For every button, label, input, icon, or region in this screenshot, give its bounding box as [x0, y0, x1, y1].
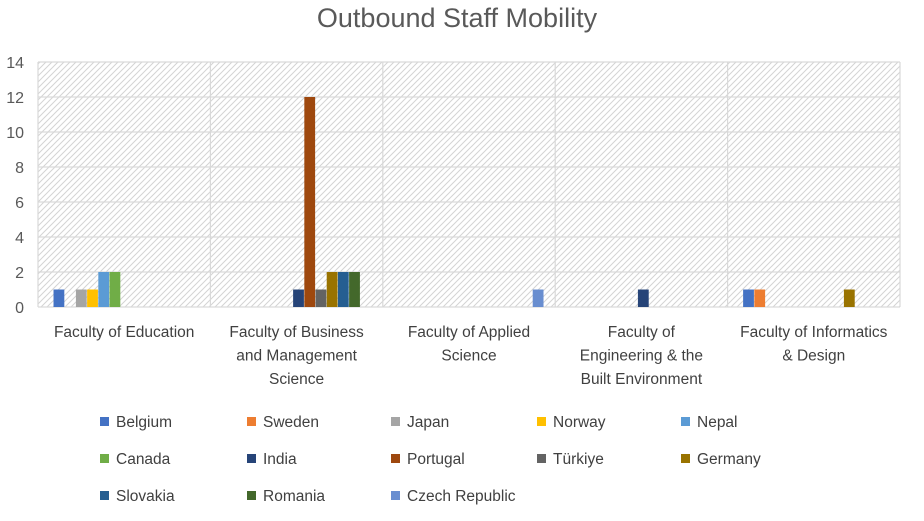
bar-norway: [87, 289, 98, 307]
legend-swatch: [100, 491, 109, 500]
legend-swatch: [247, 491, 256, 500]
legend-label: Norway: [553, 414, 606, 431]
y-tick-label: 10: [6, 125, 24, 142]
bar-slovakia: [337, 272, 349, 307]
legend-label: Sweden: [263, 414, 319, 431]
category-label: Faculty of Engineering & the Built Environ…: [580, 324, 703, 388]
y-tick-label: 14: [6, 55, 24, 72]
legend-label: Czech Republic: [407, 488, 516, 505]
legend-label: Canada: [116, 451, 171, 468]
legend-label: Japan: [407, 414, 449, 431]
legend-swatch: [537, 454, 546, 463]
bar-czech-republic: [532, 289, 544, 307]
legend-swatch: [681, 454, 690, 463]
bar-india: [637, 289, 649, 307]
category-label: Faculty of Business and Management Science: [229, 324, 364, 388]
plot-area: [38, 62, 900, 307]
bar-portugal: [304, 97, 316, 307]
legend-label: Portugal: [407, 451, 465, 468]
legend-label: Belgium: [116, 414, 172, 431]
legend-label: India: [263, 451, 297, 468]
y-tick-label: 4: [15, 230, 24, 247]
legend-swatch: [391, 491, 400, 500]
legend-swatch: [247, 417, 256, 426]
legend-swatch: [391, 417, 400, 426]
y-tick-label: 6: [15, 195, 24, 212]
bar-t-rkiye: [315, 289, 327, 307]
legend-label: Romania: [263, 488, 325, 505]
bar-japan: [75, 289, 87, 307]
legend-label: Slovakia: [116, 488, 175, 505]
bar-nepal: [98, 272, 110, 307]
legend-swatch: [100, 417, 109, 426]
legend-label: Nepal: [697, 414, 738, 431]
legend-swatch: [100, 454, 109, 463]
legend-swatch: [391, 454, 400, 463]
bar-germany: [843, 289, 855, 307]
bar-canada: [109, 272, 121, 307]
bar-india: [293, 289, 304, 307]
category-label: Faculty of Applied Science: [408, 324, 530, 365]
y-tick-label: 8: [15, 160, 24, 177]
y-tick-label: 0: [15, 300, 24, 317]
category-label: Faculty of Education: [54, 324, 194, 341]
legend-swatch: [247, 454, 256, 463]
legend-label: Türkiye: [553, 451, 604, 468]
legend-swatch: [681, 417, 690, 426]
bar-sweden: [754, 289, 766, 307]
legend-label: Germany: [697, 451, 761, 468]
bar-belgium: [743, 289, 754, 307]
bar-germany: [326, 272, 338, 307]
chart-title: Outbound Staff Mobility: [317, 3, 598, 33]
y-tick-label: 2: [15, 265, 24, 282]
bar-belgium: [53, 289, 65, 307]
y-tick-label: 12: [6, 90, 24, 107]
bar-romania: [349, 272, 360, 307]
legend-swatch: [537, 417, 546, 426]
category-label: Faculty of Informatics & Design: [740, 324, 888, 365]
